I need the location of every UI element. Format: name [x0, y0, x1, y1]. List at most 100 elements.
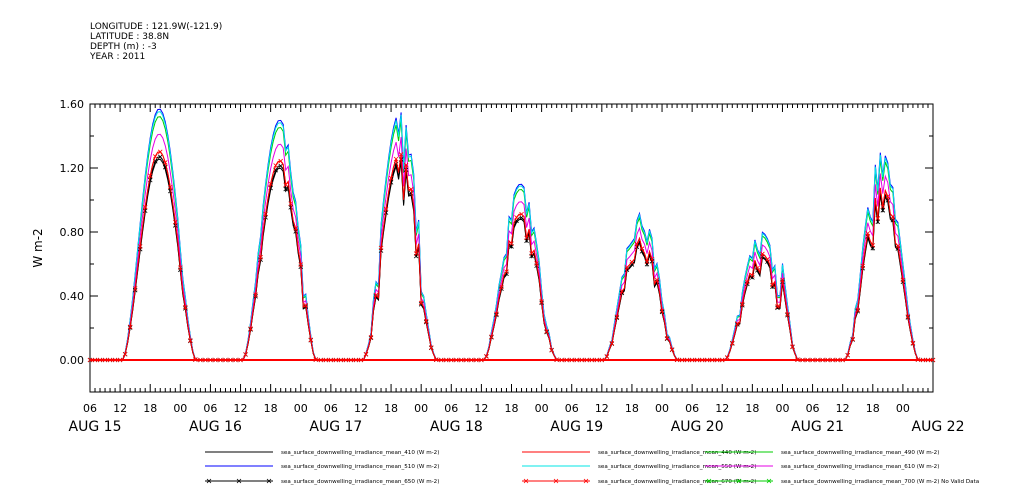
legend-label: sea_surface_downwelling_irradiance_mean_…: [281, 450, 439, 456]
data-point-marker: [875, 216, 881, 221]
x-hour-label: 18: [625, 402, 639, 415]
data-point-marker: [283, 182, 288, 188]
data-point-marker: [770, 284, 775, 290]
metadata-header: LONGITUDE : 121.9W(-121.9) LATITUDE : 38…: [90, 22, 222, 62]
y-axis-label: W m-2: [31, 228, 45, 267]
data-point-marker: [408, 186, 414, 192]
legend-label: sea_surface_downwelling_irradiance_mean_…: [281, 464, 439, 470]
series-line: [90, 158, 933, 361]
data-point-marker: [885, 198, 891, 203]
data-point-marker: [178, 265, 183, 270]
legend-marker: [523, 478, 529, 484]
x-hour-label: 12: [234, 402, 248, 415]
x-hour-label: 06: [324, 402, 338, 415]
data-point-marker: [604, 354, 610, 359]
data-point-marker: [258, 254, 263, 260]
legend-label: sea_surface_downwelling_irradiance_mean_…: [598, 450, 756, 456]
data-point-marker: [157, 149, 163, 155]
data-point-marker: [880, 204, 886, 209]
data-point-marker: [609, 341, 615, 346]
x-hour-label: 12: [354, 402, 368, 415]
data-point-marker: [875, 219, 881, 225]
x-day-label: AUG 22: [912, 419, 965, 435]
data-point-marker: [152, 154, 158, 159]
data-point-marker: [248, 326, 253, 331]
data-point-marker: [755, 265, 760, 271]
series-line: [90, 108, 933, 361]
data-point-marker: [745, 279, 750, 285]
data-point-marker: [283, 186, 288, 192]
data-point-marker: [750, 273, 755, 278]
data-point-marker: [750, 275, 755, 280]
data-point-marker: [770, 282, 775, 288]
x-hour-label: 06: [444, 402, 458, 415]
data-point-marker: [900, 277, 906, 283]
data-point-marker: [644, 259, 650, 265]
x-hour-label: 00: [535, 402, 549, 415]
x-day-label: AUG 19: [550, 419, 603, 435]
data-point-marker: [268, 181, 273, 187]
data-point-marker: [263, 215, 268, 220]
legend-marker: [206, 478, 212, 484]
data-point-marker: [157, 154, 163, 160]
legend-marker: [583, 478, 589, 484]
x-hour-label: 00: [414, 402, 428, 415]
data-point-marker: [383, 206, 389, 212]
data-point-marker: [740, 301, 745, 307]
data-point-marker: [765, 257, 770, 262]
data-point-marker: [173, 219, 178, 225]
data-point-marker: [162, 160, 168, 165]
data-point-marker: [845, 352, 850, 358]
x-hour-label: 00: [896, 402, 910, 415]
x-day-label: AUG 17: [309, 419, 362, 435]
x-hour-label: 06: [685, 402, 699, 415]
x-hour-label: 00: [173, 402, 187, 415]
series-line: [90, 111, 933, 361]
data-point-marker: [373, 292, 379, 298]
x-hour-label: 12: [474, 402, 488, 415]
x-hour-label: 00: [294, 402, 308, 415]
data-point-marker: [132, 286, 138, 291]
data-point-marker: [910, 340, 916, 346]
x-day-label: AUG 21: [791, 419, 844, 435]
y-tick-label: 1.60: [60, 98, 85, 111]
y-tick-label: 0.80: [60, 226, 85, 239]
data-point-marker: [183, 304, 188, 310]
series-line: [90, 151, 933, 361]
data-point-marker: [288, 201, 293, 206]
data-point-marker: [253, 292, 258, 298]
data-point-marker: [398, 152, 404, 157]
x-hour-label: 00: [775, 402, 789, 415]
data-point-marker: [363, 351, 369, 357]
data-point-marker: [624, 265, 630, 270]
axis-ticks: [89, 103, 934, 393]
data-point-marker: [298, 262, 304, 267]
data-point-marker: [780, 277, 785, 283]
header-longitude: LONGITUDE : 121.9W(-121.9): [90, 22, 223, 32]
header-latitude: LATITUDE : 38.8N: [90, 32, 170, 42]
x-hour-label: 12: [113, 402, 127, 415]
data-point-marker: [614, 314, 620, 320]
data-point-marker: [785, 311, 790, 317]
data-point-marker: [724, 355, 730, 360]
data-point-marker: [168, 184, 173, 190]
data-point-marker: [905, 314, 911, 319]
data-point-marker: [629, 259, 635, 265]
x-hour-label: 06: [806, 402, 820, 415]
data-point-marker: [413, 251, 419, 256]
data-point-marker: [308, 337, 314, 343]
data-point-marker: [735, 321, 740, 326]
data-point-marker: [659, 308, 665, 314]
data-point-marker: [494, 311, 499, 317]
data-point-marker: [489, 334, 494, 340]
data-point-marker: [484, 354, 489, 359]
y-tick-label: 1.20: [60, 162, 85, 175]
data-point-marker: [122, 351, 128, 357]
legend-label: sea_surface_downwelling_irradiance_mean_…: [598, 479, 756, 485]
data-point-marker: [188, 338, 193, 343]
data-point-marker: [760, 251, 765, 257]
data-point-marker: [393, 156, 399, 162]
series-line: [90, 151, 933, 361]
data-point-marker: [423, 318, 429, 324]
data-point-marker: [649, 256, 655, 262]
